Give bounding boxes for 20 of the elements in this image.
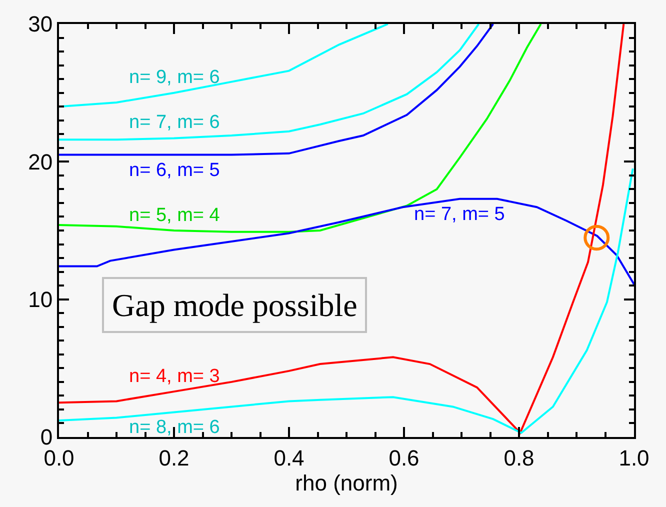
x-tick-label: 0.8 — [504, 445, 534, 470]
x-tick-label: 0.2 — [158, 445, 190, 470]
x-tick-label: 0.4 — [274, 445, 304, 470]
series-label: n= 9, m= 6 — [129, 67, 220, 88]
series-label: n= 8, m= 6 — [129, 417, 220, 438]
line-series — [59, 24, 625, 434]
y-tick-label: 20 — [28, 149, 53, 174]
x-axis-title: rho (norm) — [295, 470, 398, 496]
line-series — [59, 24, 542, 233]
series-label: n= 7, m= 6 — [129, 112, 220, 133]
series-label: n= 7, m= 5 — [414, 204, 505, 225]
annotation: Gap mode possible — [112, 287, 358, 323]
x-tick-label: 1.0 — [618, 445, 650, 470]
series-label: n= 6, m= 5 — [129, 160, 220, 181]
series-label: n= 5, m= 4 — [129, 205, 220, 226]
y-tick-label: 10 — [28, 287, 53, 312]
series-label: n= 4, m= 3 — [129, 366, 220, 387]
x-tick-label: 0.6 — [388, 445, 420, 470]
line-series — [59, 198, 634, 286]
y-tick-label: 30 — [28, 12, 53, 37]
